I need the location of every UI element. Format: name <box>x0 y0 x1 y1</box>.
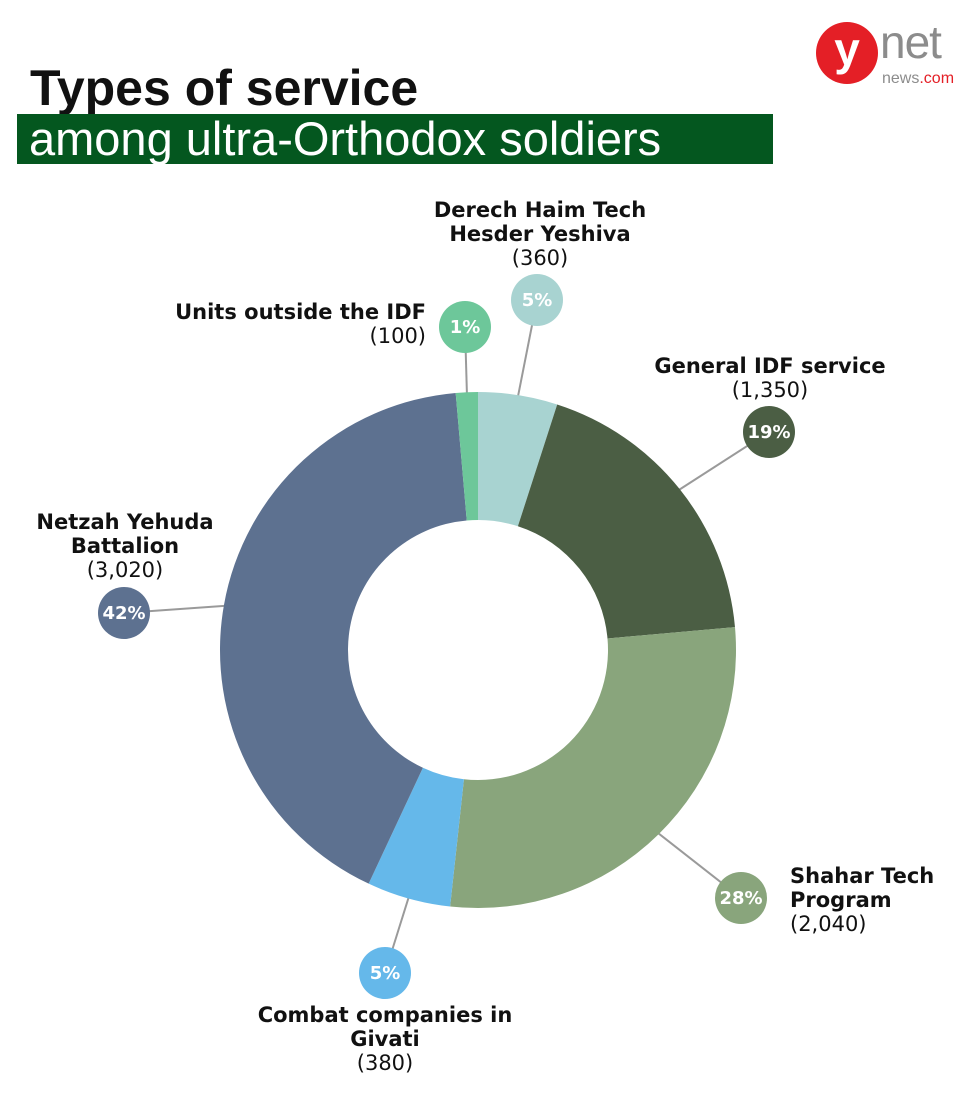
slice-derech-haim <box>478 392 558 527</box>
label-general-idf: General IDF service (1,350) <box>640 354 900 402</box>
logo-site-domain: .com <box>919 70 955 87</box>
percent-label-general-idf: 19% <box>747 422 790 443</box>
label-combat-givati: Combat companies in Givati (380) <box>255 1003 515 1075</box>
percent-bubble-shahar-tech <box>715 872 767 924</box>
percent-bubble-derech-haim <box>511 274 563 326</box>
slice-name: Units outside the IDF <box>175 300 426 324</box>
label-netzah-yehuda: Netzah Yehuda Battalion (3,020) <box>20 510 230 582</box>
percent-bubble-netzah-yehuda <box>98 587 150 639</box>
chart-title: Types of service <box>30 60 419 116</box>
label-shahar-tech: Shahar Tech Program (2,040) <box>790 864 960 936</box>
chart-subtitle: among ultra-Orthodox soldiers <box>17 114 773 164</box>
slice-name: Derech Haim Tech Hesder Yeshiva <box>433 198 647 246</box>
slice-combat-givati <box>368 767 464 907</box>
label-units-outside: Units outside the IDF (100) <box>140 300 426 348</box>
percent-label-netzah-yehuda: 42% <box>102 603 145 624</box>
percent-bubbles: 5% 19% 28% 5% 42% 1% <box>98 274 795 999</box>
slice-name: Combat companies in Givati <box>257 1003 513 1051</box>
percent-bubble-combat-givati <box>359 947 411 999</box>
percent-label-derech-haim: 5% <box>522 290 553 311</box>
logo-site-name: news <box>882 70 920 87</box>
slice-count: (3,020) <box>86 558 164 582</box>
percent-label-shahar-tech: 28% <box>719 888 762 909</box>
ynet-logo: y net news.com <box>816 16 966 92</box>
donut-slices <box>220 392 736 909</box>
slice-count: (2,040) <box>790 912 867 936</box>
slice-name: Netzah Yehuda Battalion <box>36 510 214 558</box>
slice-units-outside <box>455 392 478 521</box>
slice-netzah-yehuda <box>220 392 467 884</box>
slice-general-idf <box>517 404 735 639</box>
logo-wordmark: net <box>880 16 942 68</box>
slice-count: (380) <box>356 1051 414 1075</box>
label-derech-haim: Derech Haim Tech Hesder Yeshiva (360) <box>395 198 685 270</box>
percent-bubble-general-idf <box>743 406 795 458</box>
percent-label-combat-givati: 5% <box>370 963 401 984</box>
slice-shahar-tech <box>450 627 736 909</box>
slice-count: (1,350) <box>731 378 809 402</box>
percent-label-units-outside: 1% <box>450 317 481 338</box>
logo-mark: y <box>816 22 878 84</box>
slice-count: (360) <box>511 246 569 270</box>
logo-site: news.com <box>882 70 954 88</box>
slice-name: General IDF service <box>654 354 886 378</box>
percent-bubble-units-outside <box>439 301 491 353</box>
slice-name: Shahar Tech Program <box>790 864 935 912</box>
slice-count: (100) <box>369 324 426 348</box>
